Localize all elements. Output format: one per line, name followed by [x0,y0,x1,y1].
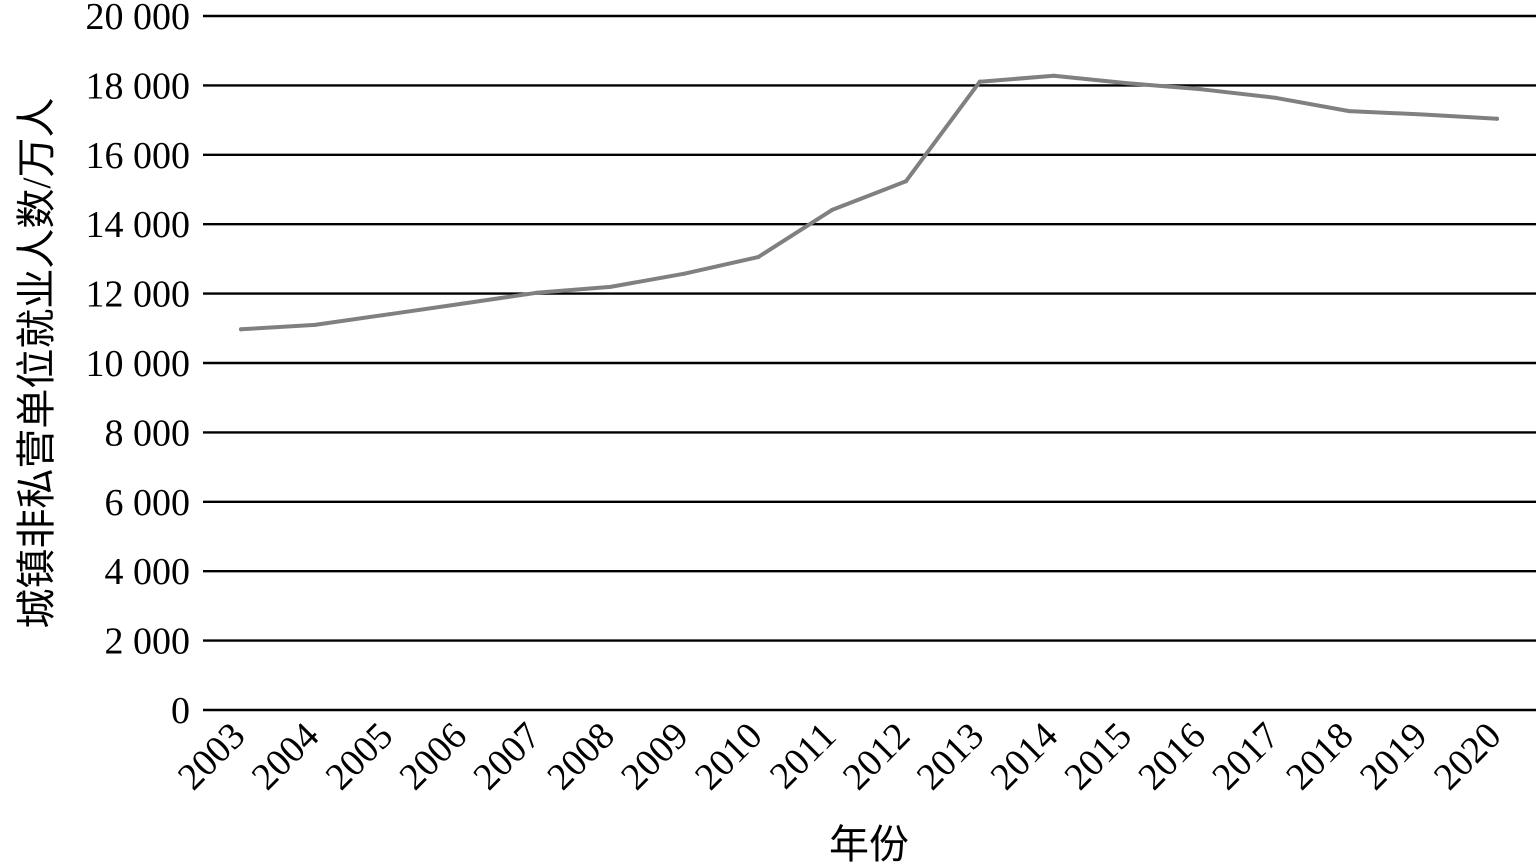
gridlines [203,14,1536,712]
y-tick-label: 2 000 [105,621,191,663]
x-tick-label: 2015 [1057,715,1140,798]
y-tick-label: 8 000 [105,412,191,454]
y-tick-label: 18 000 [86,65,191,107]
x-tick-label: 2016 [1130,715,1213,798]
x-tick-label: 2018 [1278,715,1361,798]
series-line [239,73,1499,332]
y-tick-label: 0 [171,690,190,732]
data-point [460,301,465,306]
x-tick-label: 2004 [244,715,327,798]
x-tick-label: 2006 [392,715,475,798]
x-tick-label: 2013 [909,715,992,798]
data-point [1273,95,1278,100]
y-tick-label: 12 000 [86,274,191,316]
x-tick-label: 2010 [687,715,770,798]
x-tick-label: 2020 [1426,715,1509,798]
y-tick-label: 14 000 [86,204,191,246]
data-point [682,271,687,276]
y-axis-tick-labels: 0 2 000 4 000 6 000 8 000 10 000 12 000 14 000 1… [86,0,191,732]
x-tick-label: 2012 [835,715,918,798]
x-axis-tick-labels: 2003200420052006200720082009201020112012… [170,715,1509,798]
data-point [1051,73,1056,78]
data-point [1495,116,1499,121]
data-point [386,312,391,317]
x-tick-label: 2011 [762,715,844,797]
data-point [1421,112,1426,117]
data-point [534,290,539,295]
x-tick-label: 2014 [983,715,1066,798]
x-axis-label: 年份 [829,822,909,865]
data-point [1125,81,1130,86]
data-point [312,322,317,327]
x-tick-label: 2009 [613,715,696,798]
series-layer [239,73,1499,332]
data-point [239,327,243,332]
x-tick-label: 2019 [1352,715,1435,798]
data-point [903,179,908,184]
x-tick-label: 2005 [318,715,401,798]
y-tick-label: 6 000 [105,482,191,524]
data-point [1347,109,1352,114]
y-tick-label: 4 000 [105,551,191,593]
data-point [977,79,982,84]
y-tick-label: 10 000 [86,343,191,385]
y-tick-label: 20 000 [86,0,191,38]
x-tick-label: 2007 [465,715,548,798]
data-point [830,207,835,212]
data-point [756,255,761,260]
y-tick-label: 16 000 [86,135,191,177]
y-axis-label: 城镇非私营单位就业人数/万人 [14,97,59,628]
x-tick-label: 2008 [539,715,622,798]
x-tick-label: 2017 [1204,715,1287,798]
data-point [608,284,613,289]
data-point [1199,87,1204,92]
